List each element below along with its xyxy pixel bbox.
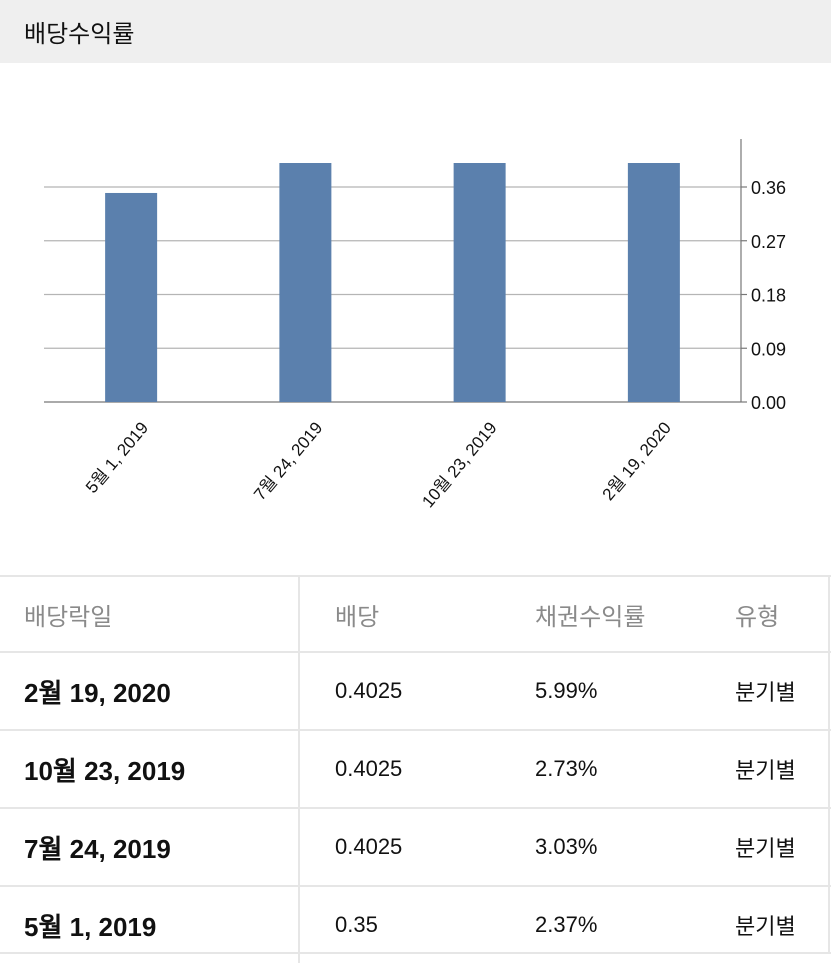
column-divider <box>298 653 300 729</box>
column-divider <box>298 809 300 885</box>
row-yield: 5.99% <box>535 678 598 703</box>
y-tick-label: 0.27 <box>751 232 786 252</box>
table-row: 7월 24, 2019 0.4025 3.03% 분기별 <box>0 807 831 885</box>
row-ex-date: 2월 19, 2020 <box>24 677 171 708</box>
x-tick-label: 5월 1, 2019 <box>82 418 152 497</box>
header-yield: 채권수익률 <box>535 602 646 631</box>
row-dividend: 0.4025 <box>335 756 403 781</box>
section-title: 배당수익률 <box>24 20 135 48</box>
bar <box>627 163 680 402</box>
y-tick-label: 0.00 <box>751 393 786 413</box>
dividend-table: 배당락일 배당 채권수익률 유형 2월 19, 2020 0.4025 5.99… <box>0 575 831 963</box>
column-divider <box>298 731 300 807</box>
row-ex-date: 10월 23, 2019 <box>24 755 186 786</box>
y-tick-label: 0.36 <box>751 178 786 198</box>
row-yield: 2.73% <box>535 756 598 781</box>
x-tick-label: 10월 23, 2019 <box>418 418 500 511</box>
table-bottom-border <box>0 952 831 954</box>
table-row: 2월 19, 2020 0.4025 5.99% 분기별 <box>0 651 831 729</box>
dividend-bar-chart: 0.00 0.09 0.18 0.27 0.36 5월 1, 2019 7월 24, 20… <box>44 139 786 511</box>
table-header-row: 배당락일 배당 채권수익률 유형 <box>0 575 831 651</box>
column-divider <box>298 577 300 651</box>
bar <box>279 163 332 402</box>
row-dividend: 0.4025 <box>335 678 403 703</box>
y-tick-label: 0.18 <box>751 286 786 306</box>
bar <box>105 192 158 402</box>
bar <box>453 163 506 402</box>
header-type: 유형 <box>735 602 780 631</box>
row-type: 분기별 <box>735 680 796 705</box>
row-dividend: 0.4025 <box>335 834 403 859</box>
row-type: 분기별 <box>735 914 796 939</box>
row-ex-date: 7월 24, 2019 <box>24 833 171 864</box>
header-dividend: 배당 <box>335 602 380 631</box>
x-tick-label: 7월 24, 2019 <box>250 418 326 504</box>
y-tick-label: 0.09 <box>751 339 786 359</box>
row-yield: 3.03% <box>535 834 598 859</box>
x-tick-label: 2월 19, 2020 <box>599 418 675 504</box>
row-dividend: 0.35 <box>335 912 378 937</box>
table-row: 5월 1, 2019 0.35 2.37% 분기별 <box>0 885 831 963</box>
header-ex-date: 배당락일 <box>24 602 113 631</box>
column-divider <box>298 887 300 963</box>
section-header: 배당수익률 <box>0 0 831 63</box>
table-right-border <box>828 575 830 954</box>
row-yield: 2.37% <box>535 912 598 937</box>
row-type: 분기별 <box>735 758 796 783</box>
table-row: 10월 23, 2019 0.4025 2.73% 분기별 <box>0 729 831 807</box>
row-ex-date: 5월 1, 2019 <box>24 911 157 942</box>
row-type: 분기별 <box>735 836 796 861</box>
